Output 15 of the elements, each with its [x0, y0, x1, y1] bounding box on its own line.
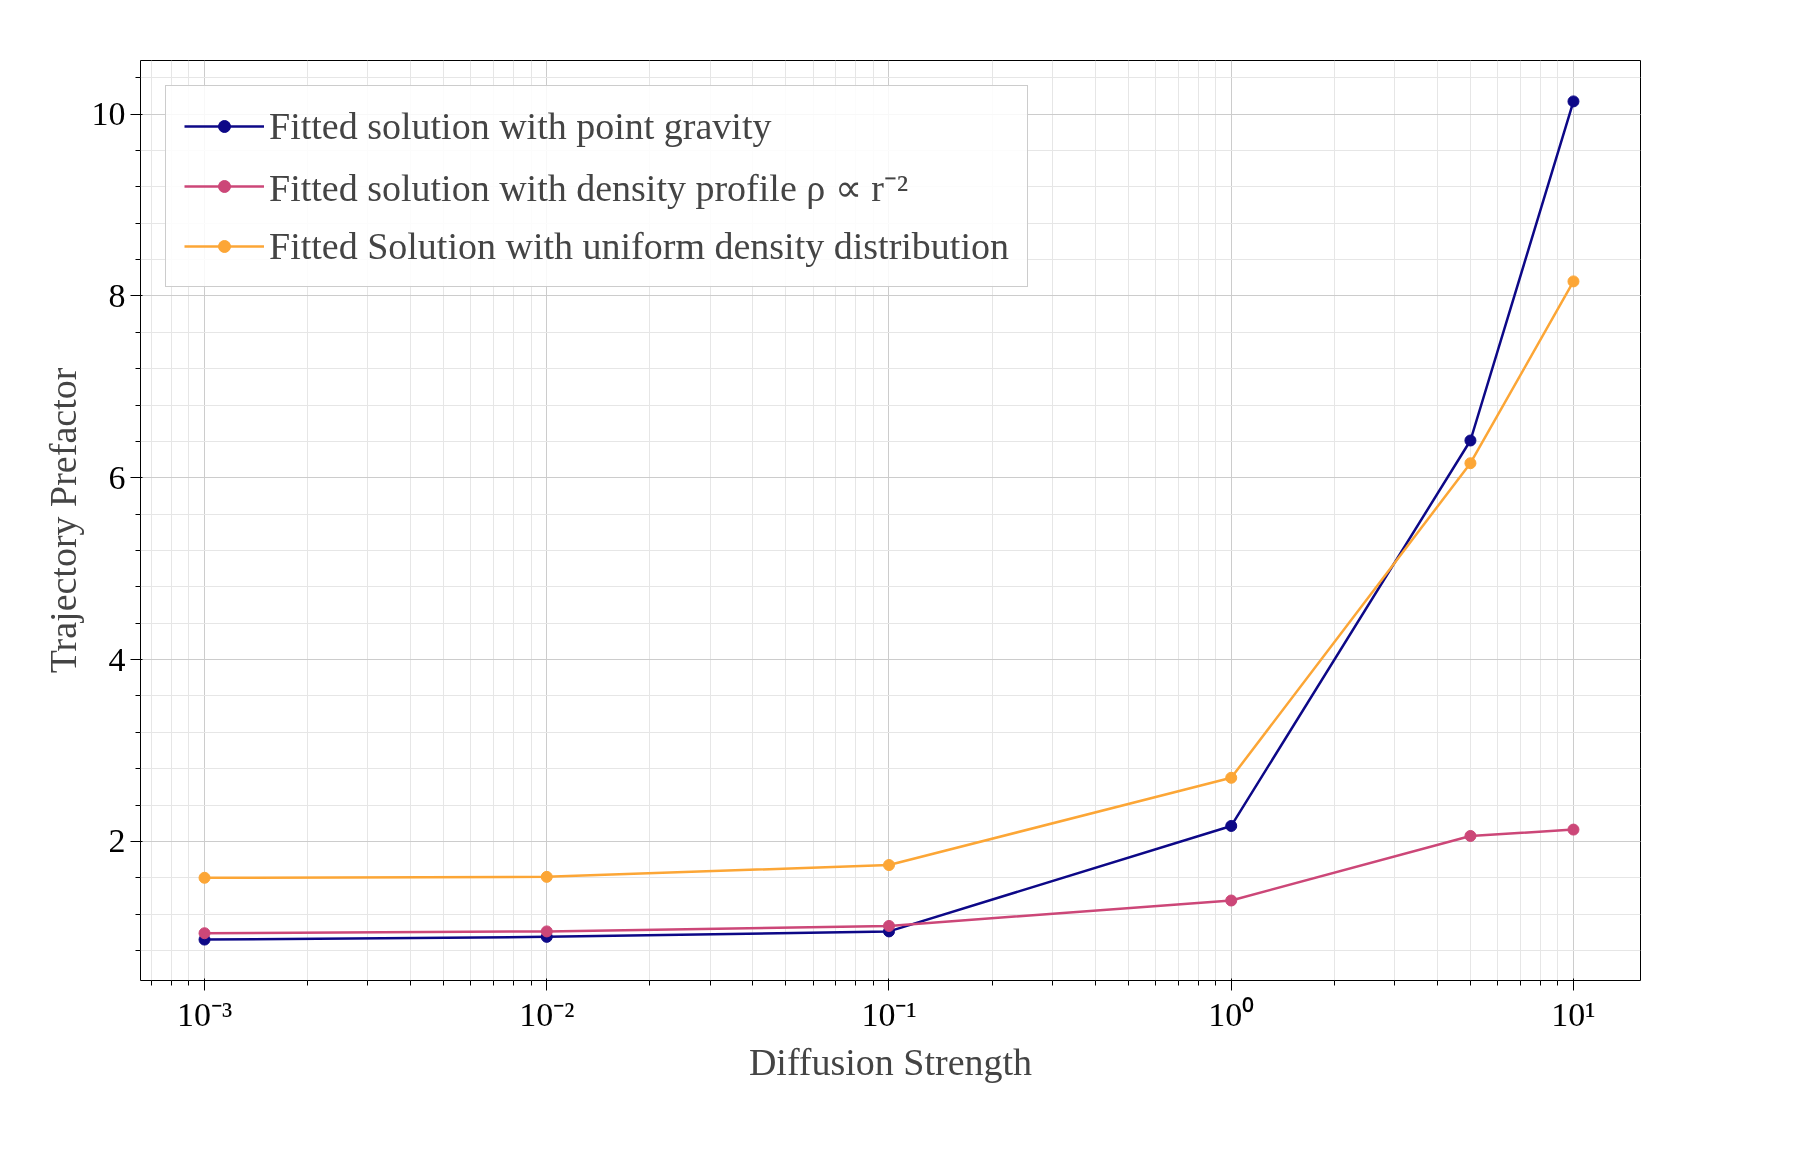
x-tick-label: 10⁰: [1208, 995, 1255, 1033]
y-axis-title: Trajectory Prefactor: [41, 367, 84, 674]
y-tick-label: 10: [91, 95, 126, 133]
legend-label: Fitted Solution with uniform density distribution: [269, 224, 1009, 268]
y-tick-label: 6: [108, 458, 126, 496]
x-axis-title: Diffusion Strength: [748, 1040, 1033, 1083]
legend-label: Fitted solution with point gravity: [269, 104, 772, 148]
x-tick-label: 10⁻²: [519, 995, 575, 1033]
x-tick-label: 10⁻¹: [861, 995, 917, 1033]
legend-label: Fitted solution with density profile ρ ∝ r⁻²: [269, 166, 909, 211]
y-tick-label: 8: [108, 276, 126, 314]
x-tick-label: 10⁻³: [176, 995, 233, 1033]
y-tick-label: 4: [108, 640, 126, 678]
x-tick-label: 10¹: [1551, 995, 1596, 1033]
y-tick-label: 2: [108, 822, 126, 860]
